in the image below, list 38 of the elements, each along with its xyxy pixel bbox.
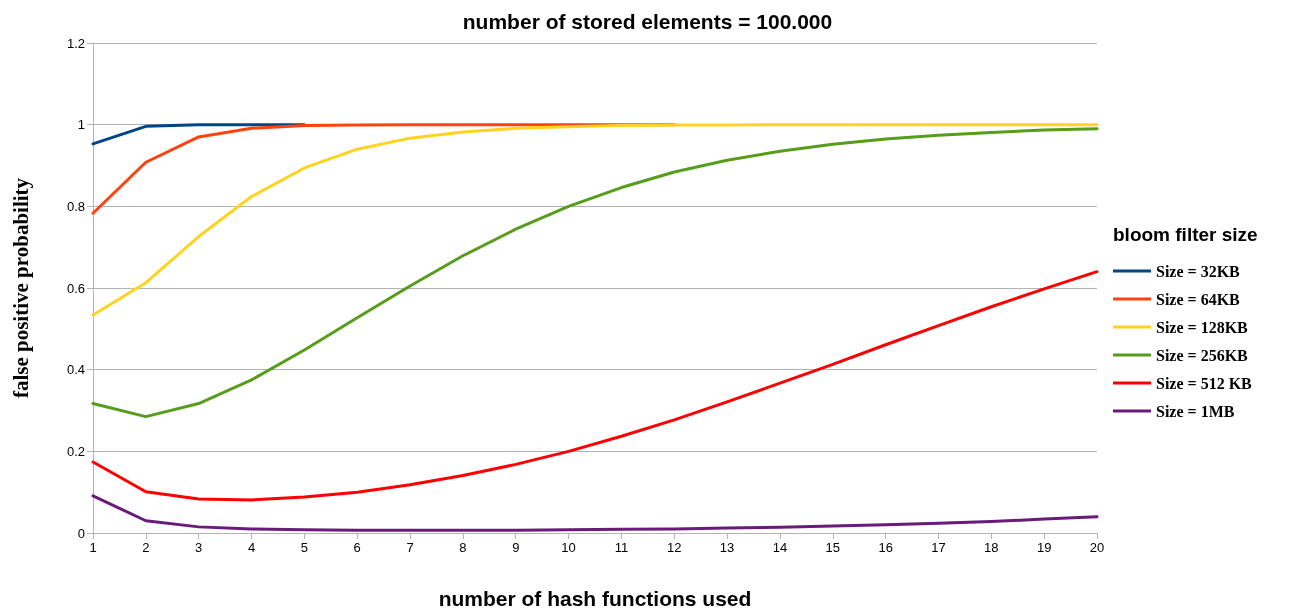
x-tick-label: 9 <box>512 540 520 555</box>
x-tick-label: 17 <box>931 540 946 555</box>
legend-label: Size = 512 KB <box>1156 374 1253 392</box>
x-tick-label: 2 <box>142 540 150 555</box>
x-tick-label: 4 <box>247 540 256 555</box>
x-tick-label: 16 <box>878 540 893 555</box>
x-tick-label: 11 <box>614 540 629 555</box>
y-tick-label: 1.2 <box>66 35 85 51</box>
x-tick-label: 10 <box>561 540 576 555</box>
x-tick-label: 19 <box>1036 540 1052 555</box>
x-tick-label: 7 <box>406 540 414 555</box>
y-tick-label: 0.4 <box>66 362 85 378</box>
x-tick-label: 12 <box>667 540 682 555</box>
x-axis-title: number of hash functions used <box>438 587 752 610</box>
x-tick-label: 1 <box>89 540 97 555</box>
y-tick-label: 0 <box>77 525 85 541</box>
legend-label: Size = 64KB <box>1156 290 1241 308</box>
y-tick-label: 1 <box>77 117 85 133</box>
x-tick-label: 18 <box>984 540 999 555</box>
x-tick-label: 8 <box>459 540 467 555</box>
y-tick-label: 0.8 <box>66 198 85 214</box>
y-tick-label: 0.6 <box>66 280 85 296</box>
x-tick-label: 6 <box>353 540 361 555</box>
y-tick-label: 0.2 <box>66 443 85 459</box>
legend-label: Size = 32KB <box>1156 262 1241 280</box>
x-tick-label: 14 <box>772 540 788 555</box>
y-axis-title: false positive probability <box>8 177 33 399</box>
legend-title: bloom filter size <box>1113 224 1258 245</box>
chart-title: number of stored elements = 100.000 <box>462 10 833 33</box>
line-series <box>91 494 1099 532</box>
x-tick-label: 3 <box>195 540 203 555</box>
x-tick-label: 15 <box>825 540 841 555</box>
x-tick-label: 20 <box>1089 540 1105 555</box>
legend-label: Size = 1MB <box>1156 402 1235 420</box>
x-tick-label: 13 <box>719 540 735 555</box>
x-tick-label: 5 <box>300 540 308 555</box>
legend-label: Size = 128KB <box>1156 318 1249 336</box>
legend-label: Size = 256KB <box>1156 346 1249 364</box>
